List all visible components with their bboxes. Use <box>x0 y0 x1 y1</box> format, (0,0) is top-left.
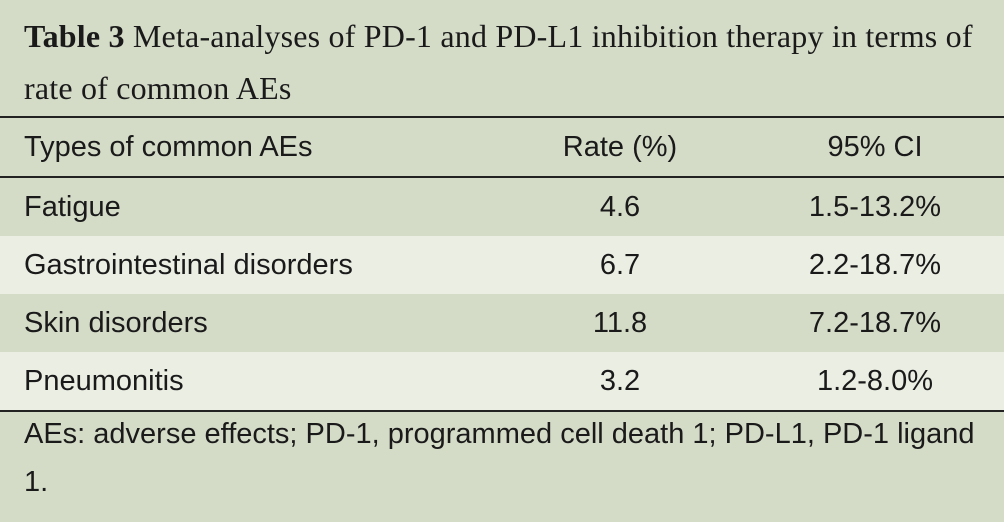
cell-ci: 2.2-18.7% <box>808 249 942 281</box>
cell-type: Gastrointestinal disorders <box>24 249 353 281</box>
table-header-row: Types of common AEs Rate (%) 95% CI <box>0 118 1004 176</box>
cell-ci: 1.2-8.0% <box>816 365 934 397</box>
cell-type: Skin disorders <box>24 307 208 339</box>
table-row: Skin disorders 11.8 7.2-18.7% <box>0 294 1004 352</box>
cell-type: Pneumonitis <box>24 365 184 397</box>
cell-rate: 3.2 <box>599 365 641 397</box>
cell-rate: 6.7 <box>599 249 641 281</box>
header-types: Types of common AEs <box>24 131 313 163</box>
header-ci: 95% CI <box>827 131 923 163</box>
table-top-rule <box>0 116 1004 118</box>
table-caption-label: Table 3 <box>24 18 125 54</box>
table-caption: Table 3 Meta-analyses of PD-1 and PD-L1 … <box>24 10 984 114</box>
table-row: Gastrointestinal disorders 6.7 2.2-18.7% <box>0 236 1004 294</box>
cell-rate: 11.8 <box>592 307 648 339</box>
table-row: Pneumonitis 3.2 1.2-8.0% <box>0 352 1004 410</box>
cell-ci: 1.5-13.2% <box>808 191 942 223</box>
table-row: Fatigue 4.6 1.5-13.2% <box>0 178 1004 236</box>
table-bottom-rule <box>0 410 1004 412</box>
adverse-effects-table: Types of common AEs Rate (%) 95% CI Fati… <box>0 116 1004 412</box>
cell-ci: 7.2-18.7% <box>808 307 942 339</box>
cell-rate: 4.6 <box>599 191 641 223</box>
table-caption-text: Meta-analyses of PD-1 and PD-L1 inhibiti… <box>24 18 973 106</box>
header-rate: Rate (%) <box>562 131 678 163</box>
cell-type: Fatigue <box>24 191 121 223</box>
table-header-rule <box>0 176 1004 178</box>
table-footnote: AEs: adverse effects; PD-1, programmed c… <box>24 418 975 498</box>
